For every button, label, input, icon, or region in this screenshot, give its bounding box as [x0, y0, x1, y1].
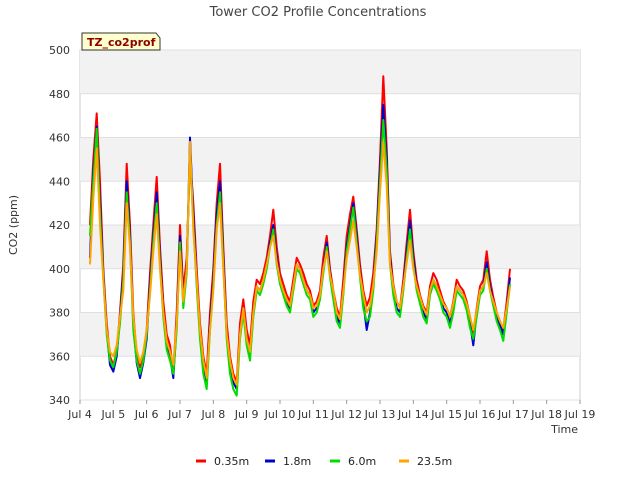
- x-tick-label: Jul 4: [67, 408, 92, 421]
- y-axis-label: CO2 (ppm): [7, 195, 20, 255]
- legend: 0.35m 1.8m 6.0m 23.5m: [196, 455, 452, 468]
- x-tick-label: Jul 8: [200, 408, 225, 421]
- y-tick-label: 480: [49, 88, 70, 101]
- y-tick-label: 500: [49, 44, 70, 57]
- x-tick-label: Jul 15: [430, 408, 462, 421]
- x-axis-label: Time: [550, 423, 578, 436]
- legend-label: 6.0m: [348, 455, 376, 468]
- y-tick-label: 460: [49, 132, 70, 145]
- x-tick-label: Jul 12: [330, 408, 362, 421]
- x-tick-label: Jul 16: [464, 408, 496, 421]
- legend-label: 0.35m: [214, 455, 249, 468]
- x-tick-label: Jul 17: [497, 408, 529, 421]
- legend-label: 23.5m: [417, 455, 452, 468]
- series-line-23.5m: [89, 140, 511, 386]
- y-tick-label: 420: [49, 219, 70, 232]
- x-tick-label: Jul 14: [397, 408, 429, 421]
- dataset-tag: TZ_co2prof: [81, 32, 161, 51]
- x-tick-label: Jul 9: [234, 408, 259, 421]
- x-tick-label: Jul 18: [530, 408, 562, 421]
- plot-band: [80, 137, 580, 182]
- x-tick-label: Jul 11: [297, 408, 329, 421]
- x-axis-ticks: Jul 4 Jul 5 Jul 6 Jul 7 Jul 8 Jul 9 Jul 10 Jul …: [67, 400, 595, 421]
- legend-label: 1.8m: [283, 455, 311, 468]
- y-tick-label: 360: [49, 350, 70, 363]
- y-tick-label: 380: [49, 307, 70, 320]
- dataset-tag-label: TZ_co2prof: [87, 36, 156, 49]
- chart-title: Tower CO2 Profile Concentrations: [209, 5, 427, 20]
- x-tick-label: Jul 5: [100, 408, 125, 421]
- y-axis-ticks: 340 360 380 400 420 440 460 480 500: [49, 44, 70, 407]
- x-tick-label: Jul 10: [264, 408, 296, 421]
- series-lines: [89, 75, 511, 397]
- y-tick-label: 440: [49, 175, 70, 188]
- x-tick-label: Jul 6: [134, 408, 159, 421]
- plot-band: [80, 50, 580, 94]
- x-tick-label: Jul 7: [167, 408, 192, 421]
- y-tick-label: 400: [49, 263, 70, 276]
- y-tick-label: 340: [49, 394, 70, 407]
- grid-lines: [80, 49, 580, 401]
- x-tick-label: Jul 13: [364, 408, 396, 421]
- x-tick-label: Jul 19: [564, 408, 596, 421]
